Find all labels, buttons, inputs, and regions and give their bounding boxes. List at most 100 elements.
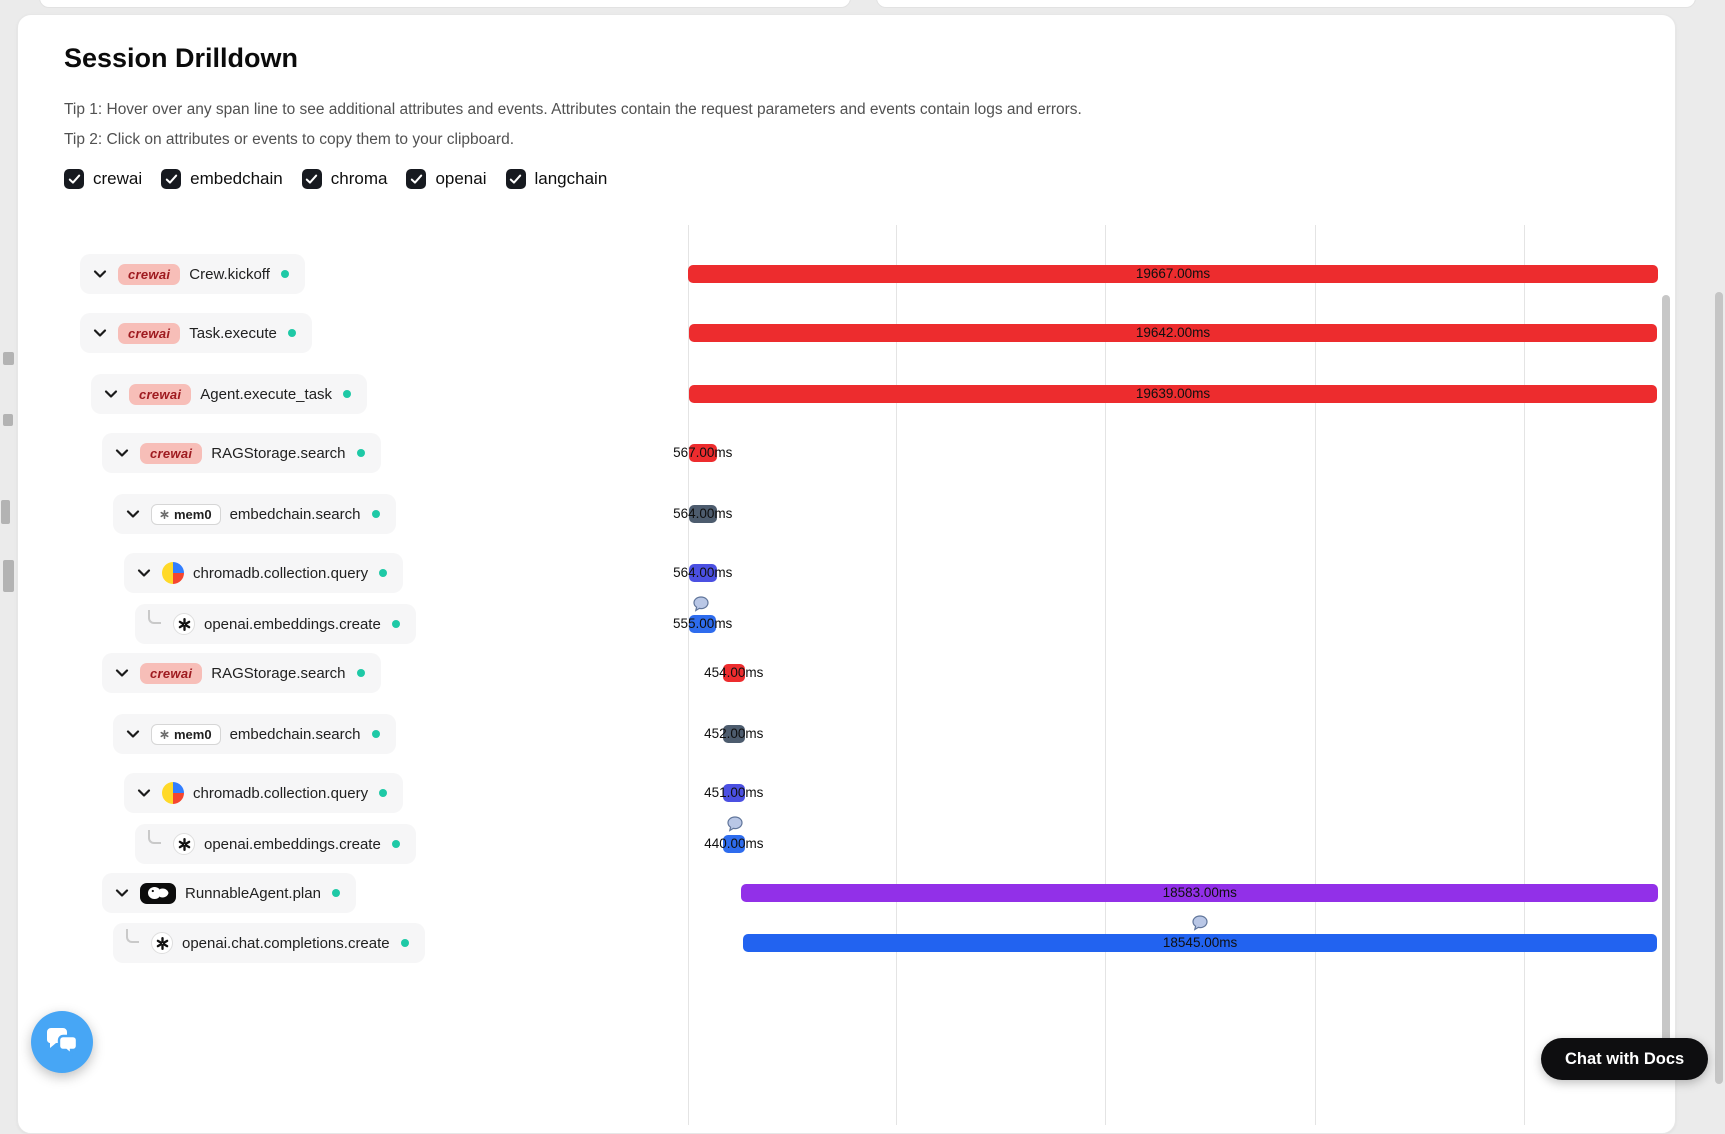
span-duration-label: 555.00ms	[673, 616, 733, 631]
span-status-dot	[379, 789, 388, 797]
span-duration-bar[interactable]	[722, 725, 745, 743]
page-edge-fragment	[3, 414, 13, 426]
span-row-label[interactable]: crewai Crew.kickoff	[80, 254, 305, 294]
span-name: openai.embeddings.create	[204, 835, 381, 853]
filter-checkbox-langchain[interactable]: langchain	[505, 169, 608, 189]
page-title: Session Drilldown	[64, 43, 299, 73]
page-edge-fragment	[3, 352, 14, 365]
chevron-down-icon[interactable]	[124, 725, 142, 743]
span-row-label[interactable]: chromadb.collection.query	[124, 553, 404, 593]
chevron-down-icon[interactable]	[113, 884, 131, 902]
chroma-logo	[162, 782, 184, 804]
filter-checkbox-row: crewai embedchain chroma openai langchai…	[64, 169, 613, 189]
chevron-down-icon[interactable]	[113, 444, 131, 462]
span-name: embedchain.search	[229, 505, 361, 523]
filter-label: openai	[435, 169, 487, 188]
branch-connector-icon	[148, 830, 161, 844]
span-row-label[interactable]: RunnableAgent.plan	[102, 873, 356, 913]
trace-row: crewai RAGStorage.search 567.00ms	[18, 433, 1677, 473]
checkbox-checked-icon[interactable]	[301, 169, 322, 189]
span-duration-bar[interactable]	[688, 385, 1658, 403]
span-name: openai.embeddings.create	[204, 615, 381, 633]
filter-checkbox-embedchain[interactable]: embedchain	[161, 169, 283, 189]
span-duration-bar[interactable]	[722, 784, 745, 802]
crewai-logo: crewai	[129, 383, 192, 405]
span-duration-bar[interactable]	[688, 444, 717, 462]
span-duration-bar[interactable]	[742, 934, 1658, 952]
filter-label: crewai	[93, 169, 143, 188]
crewai-logo: crewai	[118, 263, 181, 285]
span-status-dot	[287, 329, 296, 337]
span-row-label[interactable]: crewai Task.execute	[80, 313, 312, 353]
chevron-down-icon[interactable]	[113, 664, 131, 682]
span-duration-bar[interactable]	[688, 505, 717, 523]
span-row-label[interactable]: mem0 embedchain.search	[113, 714, 396, 754]
span-duration-label: 440.00ms	[704, 836, 764, 851]
event-bubble-icon[interactable]	[726, 815, 744, 833]
timeline-gridline	[896, 225, 897, 1125]
trace-scrollbar-thumb[interactable]	[1662, 295, 1670, 1075]
chevron-down-icon[interactable]	[91, 265, 109, 283]
span-row-label[interactable]: openai.embeddings.create	[135, 604, 416, 644]
span-name: Task.execute	[189, 324, 277, 342]
session-drilldown-panel: Session Drilldown Tip 1: Hover over any …	[17, 14, 1676, 1134]
langchain-parrot-icon	[148, 887, 169, 899]
span-row-label[interactable]: openai.embeddings.create	[135, 824, 416, 864]
filter-checkbox-crewai[interactable]: crewai	[64, 169, 142, 189]
filter-label: langchain	[534, 169, 608, 188]
checkbox-checked-icon[interactable]	[161, 169, 182, 189]
span-row-label[interactable]: crewai RAGStorage.search	[102, 433, 381, 473]
span-duration-bar[interactable]	[722, 664, 745, 682]
filter-checkbox-openai[interactable]: openai	[406, 169, 487, 189]
event-bubble-icon[interactable]	[1191, 914, 1209, 932]
page-scrollbar-thumb[interactable]	[1715, 292, 1723, 1084]
mem0-logo-text: mem0	[174, 726, 212, 742]
span-duration-bar[interactable]	[688, 615, 717, 633]
langchain-logo	[140, 882, 176, 904]
span-status-dot	[280, 270, 289, 278]
trace-waterfall: crewai Crew.kickoff 19667.00ms crewai Ta…	[18, 225, 1677, 1125]
filter-checkbox-chroma[interactable]: chroma	[301, 169, 387, 189]
chat-widget-button[interactable]	[31, 1011, 93, 1073]
chevron-down-icon[interactable]	[124, 505, 142, 523]
chat-with-docs-button[interactable]: Chat with Docs	[1541, 1038, 1709, 1080]
tip-1: Tip 1: Hover over any span line to see a…	[64, 101, 1082, 118]
checkbox-checked-icon[interactable]	[406, 169, 427, 189]
span-row-label[interactable]: openai.chat.completions.create	[113, 923, 425, 963]
span-duration-bar[interactable]	[688, 324, 1658, 342]
chevron-down-icon[interactable]	[91, 324, 109, 342]
checkbox-checked-icon[interactable]	[505, 169, 526, 189]
span-status-dot	[356, 449, 365, 457]
mem0-logo: mem0	[151, 723, 221, 745]
span-duration-bar[interactable]	[741, 884, 1658, 902]
span-duration-label: 564.00ms	[673, 565, 733, 580]
span-duration-bar[interactable]	[688, 564, 717, 582]
branch-connector-icon	[126, 929, 139, 943]
span-duration-label: 567.00ms	[673, 445, 733, 460]
trace-row: crewai Crew.kickoff 19667.00ms	[18, 254, 1677, 294]
crewai-logo: crewai	[140, 662, 203, 684]
span-status-dot	[356, 669, 365, 677]
span-row-label[interactable]: chromadb.collection.query	[124, 773, 404, 813]
span-row-label[interactable]: mem0 embedchain.search	[113, 494, 396, 534]
crewai-logo: crewai	[118, 322, 181, 344]
chevron-down-icon[interactable]	[102, 385, 120, 403]
event-bubble-icon[interactable]	[692, 595, 710, 613]
checkbox-checked-icon[interactable]	[64, 169, 84, 189]
span-duration-label: 451.00ms	[704, 785, 764, 800]
trace-row: crewai Task.execute 19642.00ms	[18, 313, 1677, 353]
chevron-down-icon[interactable]	[135, 564, 153, 582]
span-duration-bar[interactable]	[723, 835, 745, 853]
chevron-down-icon[interactable]	[135, 784, 153, 802]
span-name: RAGStorage.search	[211, 444, 346, 462]
span-row-label[interactable]: crewai Agent.execute_task	[91, 374, 368, 414]
page-edge-fragment	[3, 560, 14, 592]
tip-2: Tip 2: Click on attributes or events to …	[64, 131, 514, 148]
span-status-dot	[371, 510, 380, 518]
top-panel-left	[39, 0, 851, 8]
mem0-mark-icon	[160, 509, 169, 519]
span-row-label[interactable]: crewai RAGStorage.search	[102, 653, 381, 693]
trace-row: mem0 embedchain.search 452.00ms	[18, 714, 1677, 754]
trace-row: crewai Agent.execute_task 19639.00ms	[18, 374, 1677, 414]
span-duration-bar[interactable]	[688, 265, 1658, 283]
